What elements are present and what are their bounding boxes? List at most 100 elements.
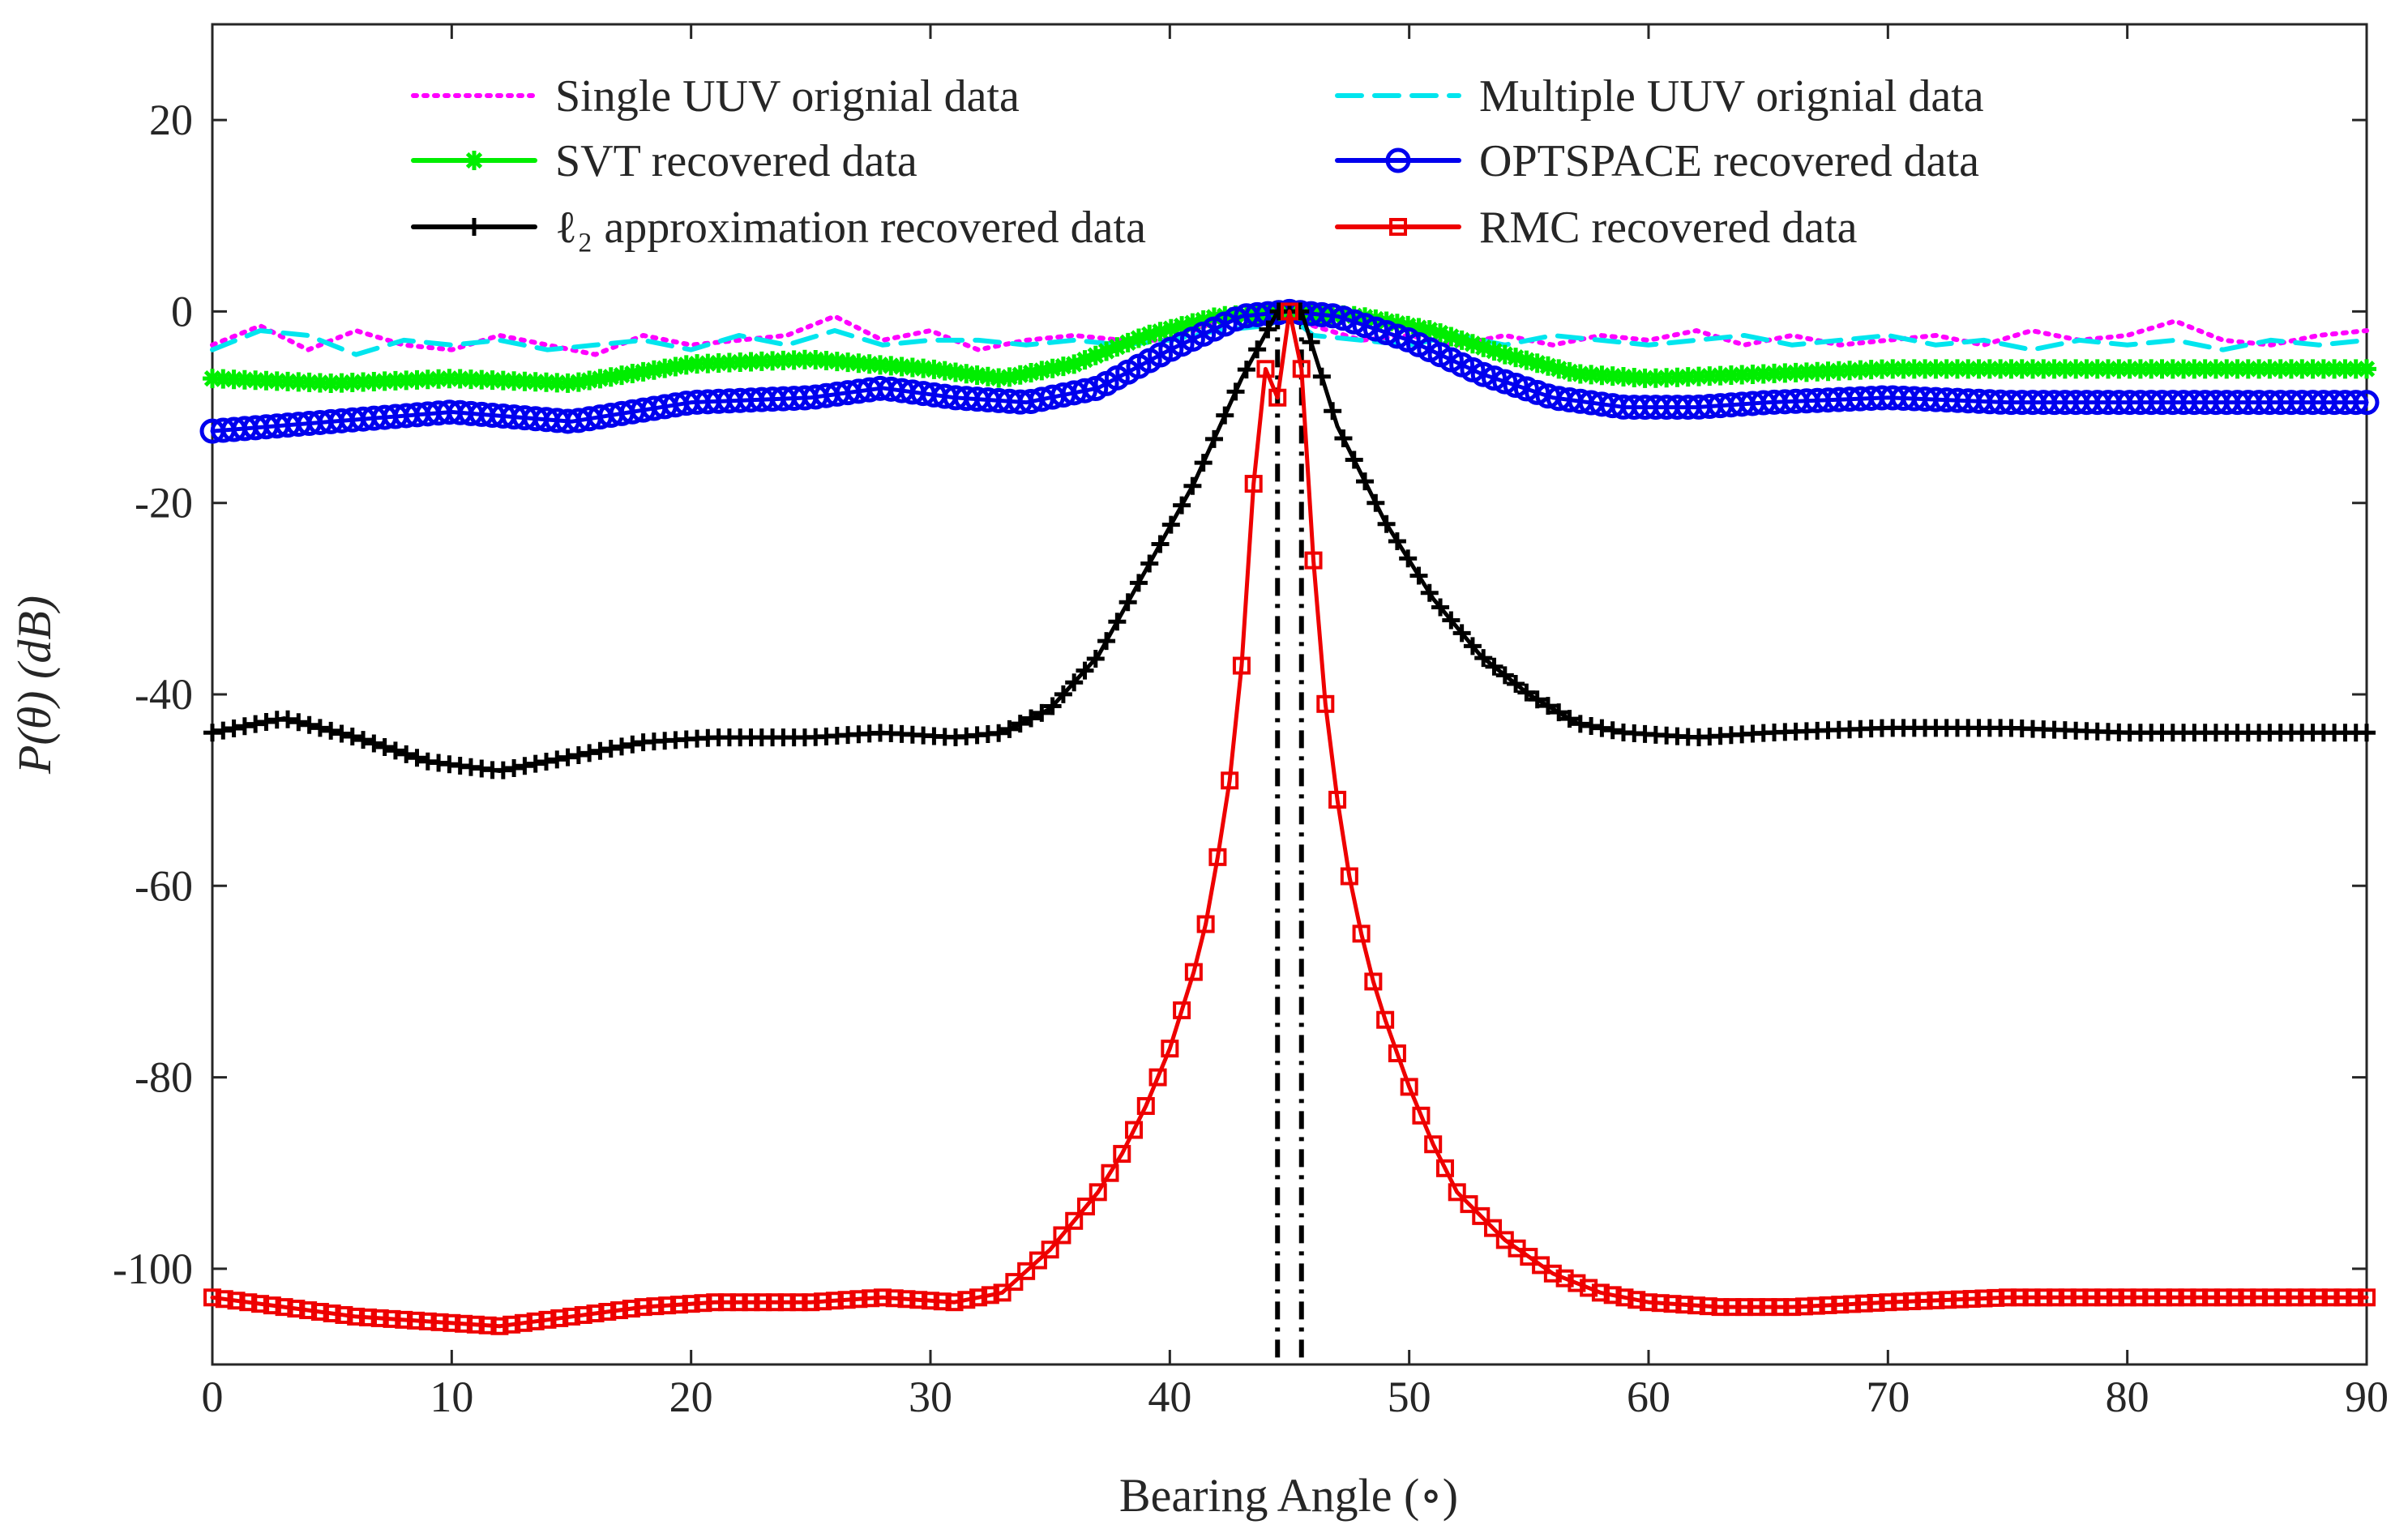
data-point <box>225 719 243 737</box>
data-point <box>1828 361 1849 381</box>
data-point <box>1097 632 1116 651</box>
data-point <box>354 731 373 749</box>
data-point <box>494 761 512 779</box>
y-tick-label: 20 <box>149 96 193 144</box>
data-point <box>1071 378 1097 404</box>
data-point <box>802 1293 820 1312</box>
data-point <box>2321 1288 2340 1307</box>
data-point <box>1304 551 1323 570</box>
legend-label: ℓ₂ approximation recovered data <box>555 203 1146 253</box>
data-point <box>2343 390 2369 416</box>
data-point <box>526 1312 545 1330</box>
data-point <box>396 370 417 391</box>
data-point <box>708 353 729 374</box>
data-point <box>1409 566 1428 585</box>
data-point <box>885 1289 904 1308</box>
data-point <box>1101 1164 1119 1182</box>
data-point <box>1592 365 1612 386</box>
data-point <box>2098 359 2119 379</box>
data-point <box>1118 332 1138 352</box>
data-point <box>622 363 643 383</box>
data-point <box>2238 1288 2256 1307</box>
data-point <box>658 1296 677 1315</box>
data-point <box>838 352 858 373</box>
data-point <box>235 717 254 736</box>
data-point <box>665 357 686 377</box>
data-point <box>754 1293 772 1312</box>
data-point <box>622 1300 640 1318</box>
data-point <box>1291 302 1310 321</box>
legend-item: Single UUV orignial data <box>411 71 1020 122</box>
data-point <box>1064 354 1084 374</box>
data-point <box>1316 694 1335 713</box>
legend-item: OPTSPACE recovered data <box>1335 136 1979 186</box>
data-point <box>526 754 545 773</box>
data-point <box>267 371 287 391</box>
data-point <box>933 1292 952 1311</box>
data-point <box>443 1313 461 1332</box>
data-point <box>1645 368 1666 388</box>
x-tick-label: 60 <box>1627 1373 1670 1421</box>
data-point <box>1033 703 1051 722</box>
data-point <box>1196 915 1215 933</box>
data-point <box>1902 1292 1921 1311</box>
data-point <box>1292 360 1311 378</box>
data-point <box>849 353 869 374</box>
data-point <box>1398 315 1418 335</box>
data-point <box>897 1290 916 1309</box>
data-point <box>1700 366 1720 386</box>
data-point <box>353 372 374 392</box>
data-point <box>1571 715 1589 733</box>
data-point <box>1193 310 1213 331</box>
data-point <box>203 1288 221 1307</box>
data-point <box>1005 1273 1024 1292</box>
data-point <box>2109 359 2129 379</box>
data-point <box>1550 703 1568 722</box>
data-point <box>342 373 362 393</box>
data-point <box>1867 1293 1885 1312</box>
data-point <box>1473 337 1494 357</box>
data-point <box>717 1293 736 1312</box>
data-point <box>1441 327 1461 347</box>
data-point <box>1194 454 1213 472</box>
data-point <box>1581 365 1602 385</box>
data-point <box>1452 624 1471 643</box>
data-point <box>1140 324 1160 344</box>
data-point <box>383 1309 401 1328</box>
data-point <box>1472 1206 1491 1225</box>
data-point <box>374 371 395 391</box>
data-point <box>1184 963 1203 981</box>
data-point <box>1387 314 1407 334</box>
data-point <box>2205 359 2226 379</box>
data-point <box>2217 359 2237 379</box>
data-point <box>1125 1121 1144 1139</box>
data-point <box>1484 341 1504 361</box>
data-point <box>1041 1240 1059 1259</box>
data-point <box>1352 313 1378 339</box>
data-point <box>1603 1286 1622 1305</box>
data-point <box>2335 359 2355 379</box>
data-point <box>2022 1288 2041 1307</box>
data-point <box>2184 359 2205 379</box>
data-point <box>1345 451 1363 469</box>
data-point <box>1388 532 1406 550</box>
data-point <box>1969 359 1989 379</box>
data-point <box>1528 690 1546 709</box>
data-point <box>794 349 815 369</box>
data-point <box>2346 359 2366 379</box>
data-point <box>2303 359 2323 379</box>
data-point <box>2281 359 2301 379</box>
data-point <box>1367 493 1385 512</box>
data-point <box>977 366 998 386</box>
data-point <box>2130 359 2150 379</box>
data-point <box>1011 715 1029 733</box>
data-point <box>1871 359 1892 379</box>
data-point <box>1602 366 1623 386</box>
data-point <box>215 1290 233 1309</box>
data-point <box>2130 1288 2149 1307</box>
data-point <box>2313 359 2333 379</box>
data-point <box>741 352 761 372</box>
x-tick-label: 30 <box>909 1373 952 1421</box>
data-point <box>1831 1296 1850 1314</box>
data-point <box>1927 1291 1945 1309</box>
